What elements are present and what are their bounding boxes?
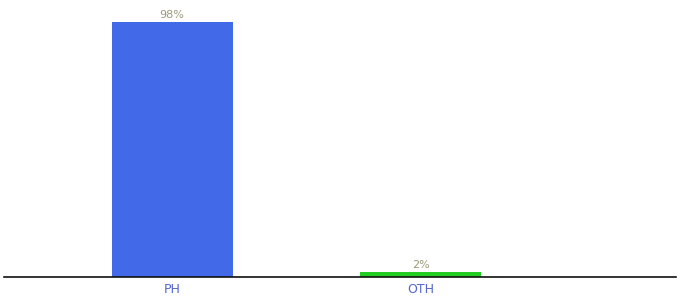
Bar: [112, 22, 233, 277]
Text: 2%: 2%: [411, 260, 430, 270]
Bar: [360, 272, 481, 277]
Text: 98%: 98%: [160, 10, 184, 20]
